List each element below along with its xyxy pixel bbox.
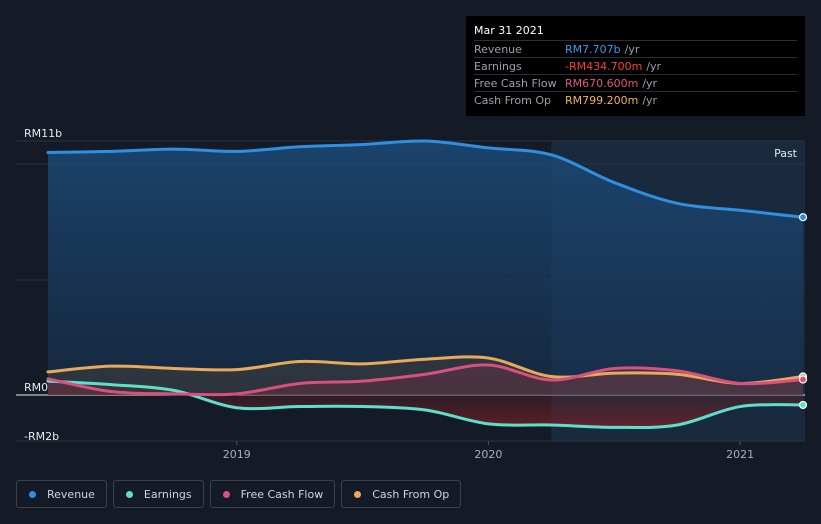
tooltip-label: Cash From Op [474, 93, 552, 107]
tooltip-unit: /yr [624, 42, 640, 56]
legend-item-free-cash-flow[interactable]: Free Cash Flow [209, 480, 336, 508]
free-cash-flow-line [46, 363, 805, 397]
revenue-end-point[interactable] [798, 213, 808, 222]
tooltip-label: Earnings [474, 59, 522, 73]
revenue-line [46, 139, 805, 219]
legend-label: Earnings [143, 487, 192, 501]
legend-dot-icon [125, 490, 133, 498]
tooltip-label: Free Cash Flow [474, 76, 557, 90]
data-tooltip: Mar 31 2021 Revenue RM7.707b /yr Earning… [466, 16, 805, 116]
y-tick-label: RM11b [24, 127, 62, 140]
legend-dot-icon [222, 490, 230, 498]
tooltip-row-earnings: Earnings -RM434.700m /yr [474, 57, 797, 74]
y-tick-label: RM0 [24, 381, 48, 394]
tooltip-value: RM670.600m [565, 76, 639, 90]
legend-label: Cash From Op [372, 487, 450, 501]
chart-legend: Revenue Earnings Free Cash Flow Cash Fro… [16, 480, 462, 510]
legend-label: Free Cash Flow [240, 487, 324, 501]
tooltip-date: Mar 31 2021 [474, 24, 544, 37]
tooltip-unit: /yr [646, 59, 662, 73]
legend-dot-icon [354, 490, 362, 498]
revenue-area [48, 140, 803, 395]
legend-item-cash-from-op[interactable]: Cash From Op [341, 480, 462, 508]
tooltip-value: -RM434.700m [565, 59, 643, 73]
x-tick-label: 2021 [726, 448, 754, 461]
tooltip-row-free-cash-flow: Free Cash Flow RM670.600m /yr [474, 74, 797, 91]
x-tick-label: 2020 [474, 448, 502, 461]
earnings-area [48, 381, 803, 428]
past-label: Past [774, 147, 798, 160]
cash-from-op-area [48, 356, 803, 395]
tooltip-value: RM799.200m [565, 93, 639, 107]
tooltip-row-cash-from-op: Cash From Op RM799.200m /yr [474, 91, 797, 108]
earnings-line [46, 379, 805, 430]
tooltip-unit: /yr [642, 76, 658, 90]
tooltip-row-revenue: Revenue RM7.707b /yr [474, 40, 797, 57]
legend-dot-icon [29, 490, 36, 498]
y-tick-label: -RM2b [24, 430, 59, 443]
cash-from-op-line [46, 355, 805, 385]
tooltip-unit: /yr [642, 93, 658, 107]
tooltip-label: Revenue [474, 42, 522, 56]
free-cash-flow-end-point[interactable] [798, 375, 808, 384]
legend-item-earnings[interactable]: Earnings [112, 480, 204, 508]
legend-label: Revenue [47, 487, 95, 501]
x-tick-label: 2019 [223, 448, 251, 461]
earnings-end-point[interactable] [798, 400, 808, 410]
tooltip-value: RM7.707b [565, 42, 621, 56]
legend-item-revenue[interactable]: Revenue [16, 480, 107, 508]
